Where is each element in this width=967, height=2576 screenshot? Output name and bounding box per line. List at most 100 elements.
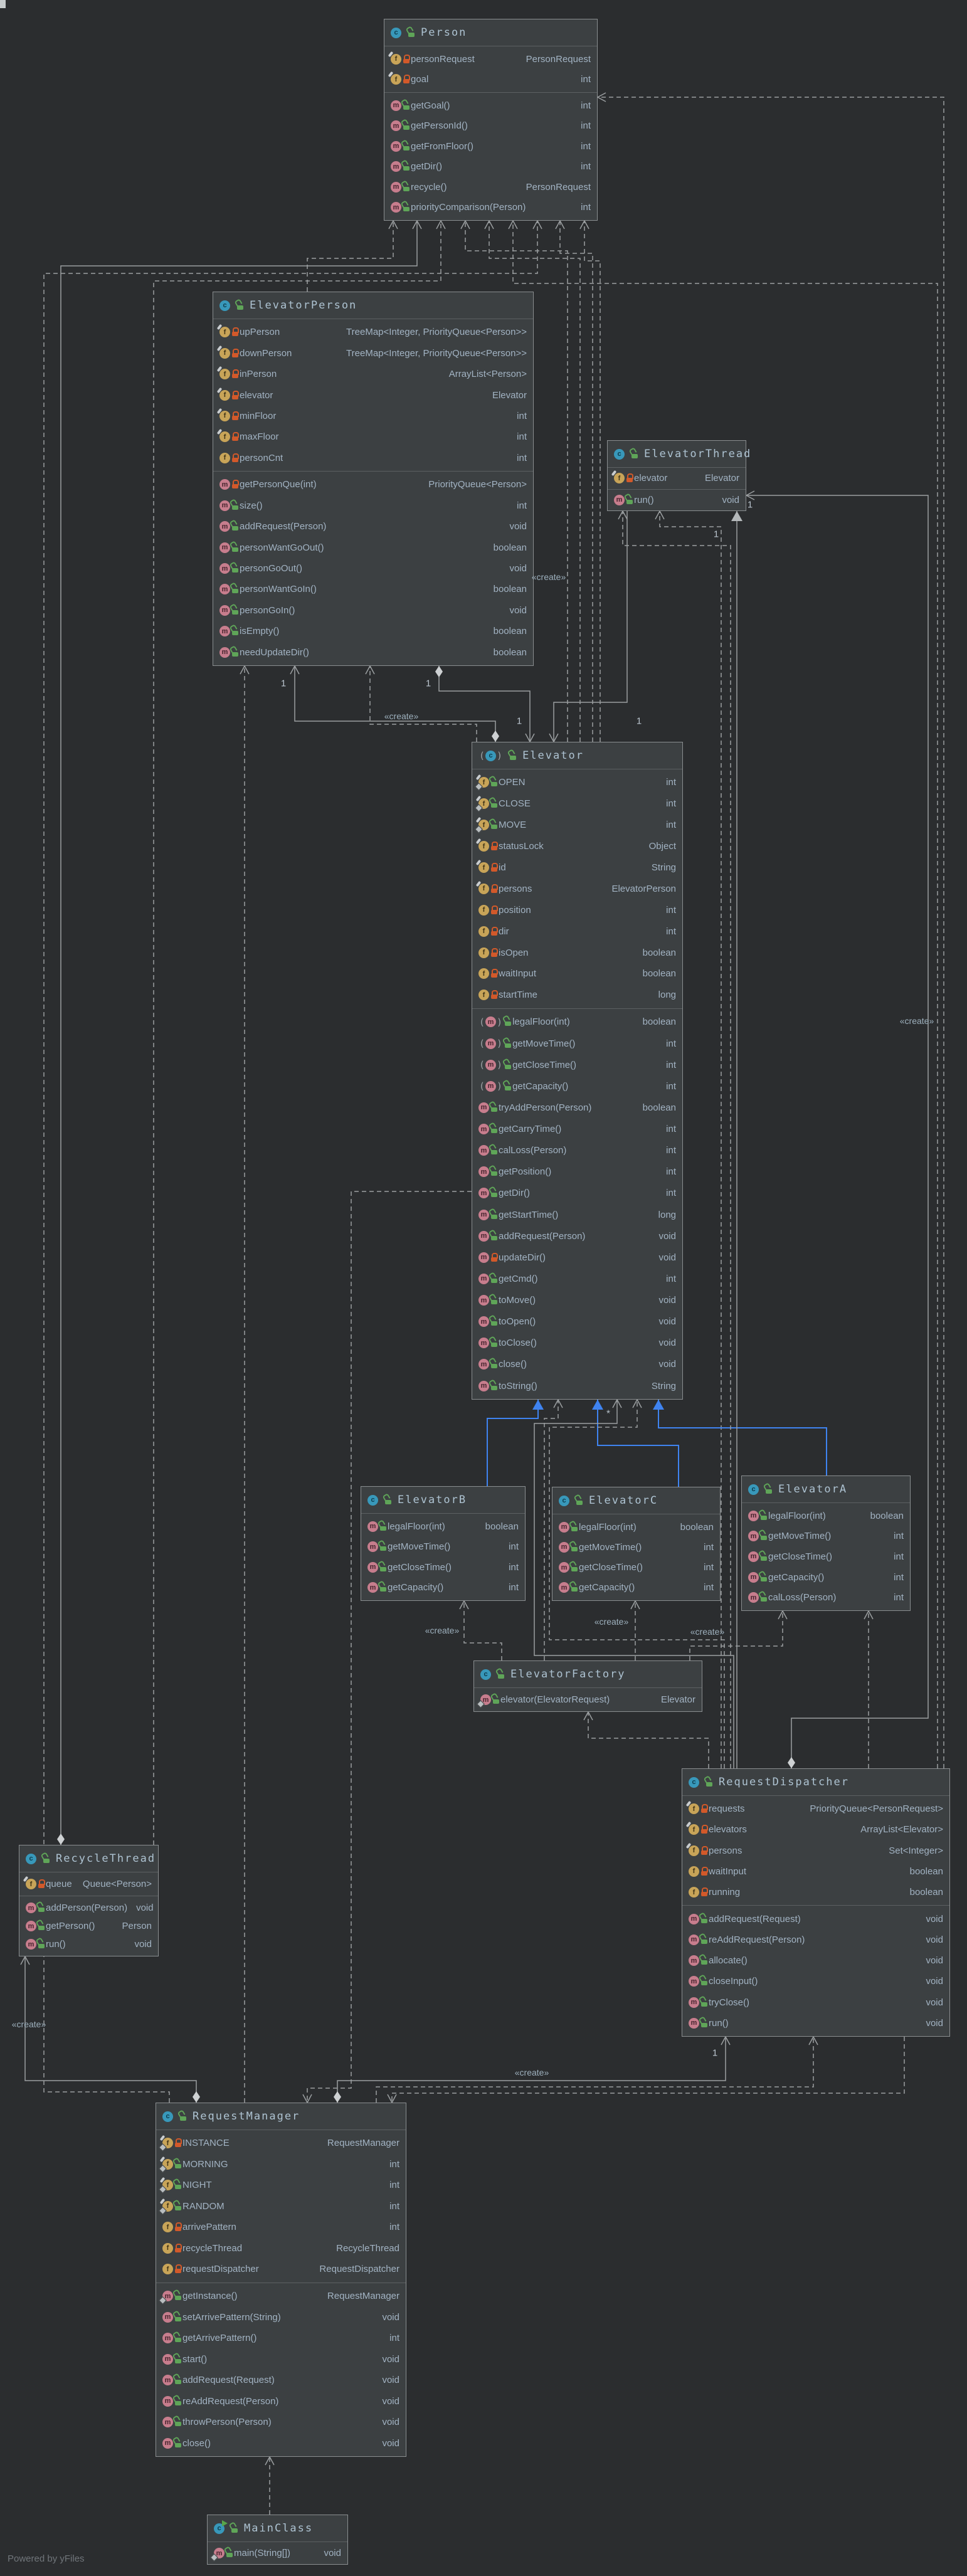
method-row-getCloseTime[interactable]: m getCloseTime() int (552, 1558, 720, 1578)
edge[interactable] (808, 2035, 818, 2045)
method-row-getMoveTime[interactable]: (m) getMoveTime() int (472, 1033, 682, 1054)
edge[interactable] (597, 1400, 679, 1487)
edge[interactable] (532, 1400, 544, 1410)
field-row-MORNING[interactable]: f MORNING int (156, 2154, 406, 2175)
method-row-run[interactable]: m run() void (608, 492, 746, 509)
edge[interactable] (632, 1398, 642, 1408)
edge[interactable] (307, 1191, 472, 2103)
edge[interactable] (412, 219, 422, 230)
field-row-id[interactable]: f id String (472, 857, 682, 879)
edge[interactable] (658, 1400, 827, 1475)
method-row-getMoveTime[interactable]: m getMoveTime() int (361, 1537, 525, 1558)
edge[interactable] (596, 92, 606, 102)
field-row-arrivePattern[interactable]: f arrivePattern int (156, 2217, 406, 2238)
field-row-requestDispatcher[interactable]: f requestDispatcher RequestDispatcher (156, 2259, 406, 2280)
method-row-getCmd[interactable]: m getCmd() int (472, 1268, 682, 1289)
method-row-calLossPerson[interactable]: m calLoss(Person) int (742, 1587, 910, 1608)
method-row-legalFloorint[interactable]: m legalFloor(int) boolean (742, 1506, 910, 1526)
class-node-ElevatorB[interactable]: c ElevatorB m legalFloor(int) boolean m getMov… (361, 1486, 526, 1601)
method-row-toString[interactable]: m toString() String (472, 1375, 682, 1396)
class-node-RecycleThread[interactable]: c RecycleThread f queue Queue<Person> m addPer… (19, 1845, 159, 1956)
field-row-queue[interactable]: f queue Queue<Person> (19, 1875, 158, 1893)
edge[interactable] (544, 1400, 559, 1660)
method-row-addRequestPerson[interactable]: m addRequest(Person) void (472, 1225, 682, 1247)
method-row-setArrivePatternString[interactable]: m setArrivePattern(String) void (156, 2306, 406, 2328)
method-row-closeInput[interactable]: m closeInput() void (682, 1971, 949, 1992)
method-row-size[interactable]: m size() int (213, 495, 533, 516)
field-row-OPEN[interactable]: f OPEN int (472, 772, 682, 793)
method-row-toMove[interactable]: m toMove() void (472, 1289, 682, 1311)
edge[interactable] (487, 1400, 539, 1486)
field-row-isOpen[interactable]: f isOpen boolean (472, 942, 682, 963)
method-row-updateDir[interactable]: m updateDir() void (472, 1247, 682, 1268)
field-row-statusLock[interactable]: f statusLock Object (472, 836, 682, 857)
method-row-getCapacity[interactable]: m getCapacity() int (361, 1578, 525, 1598)
edge[interactable] (622, 511, 731, 1768)
edge[interactable] (508, 219, 518, 230)
method-row-getPersonId[interactable]: m getPersonId() int (384, 116, 597, 137)
edge[interactable] (438, 666, 531, 742)
method-row-getGoal[interactable]: m getGoal() int (384, 95, 597, 116)
method-row-getInstance[interactable]: m getInstance() RequestManager (156, 2286, 406, 2307)
method-row-getPerson[interactable]: m getPerson() Person (19, 1917, 158, 1935)
edge[interactable] (549, 1400, 725, 1768)
field-row-waitInput[interactable]: f waitInput boolean (472, 963, 682, 984)
edge[interactable] (689, 1611, 783, 1660)
field-row-persons[interactable]: f persons Set<Integer> (682, 1840, 949, 1861)
method-row-recycle[interactable]: m recycle() PersonRequest (384, 177, 597, 198)
edge[interactable] (265, 2456, 275, 2466)
field-row-personCnt[interactable]: f personCnt int (213, 448, 533, 468)
edge[interactable] (153, 221, 441, 1845)
field-row-MOVE[interactable]: f MOVE int (472, 815, 682, 836)
method-row-addRequestRequest[interactable]: m addRequest(Request) void (682, 1908, 949, 1929)
edge[interactable] (630, 1600, 640, 1610)
edge[interactable] (365, 665, 375, 675)
method-row-toClose[interactable]: m toClose() void (472, 1333, 682, 1354)
edge[interactable] (746, 495, 929, 1768)
edge[interactable] (465, 221, 568, 742)
class-node-ElevatorThread[interactable]: c ElevatorThread f elevator Elevator m run() vo… (607, 440, 750, 511)
edge[interactable] (463, 1601, 502, 1660)
edge[interactable] (532, 219, 542, 230)
method-row-legalFloorint[interactable]: m legalFloor(int) boolean (361, 1516, 525, 1537)
method-row-mainString[interactable]: m main(String[]) void (208, 2545, 347, 2562)
edge[interactable] (553, 1398, 563, 1408)
method-row-legalFloorint[interactable]: (m) legalFloor(int) boolean (472, 1011, 682, 1033)
field-row-elevator[interactable]: f elevator Elevator (608, 470, 746, 487)
method-row-close[interactable]: m close() void (472, 1354, 682, 1375)
edge[interactable] (459, 1600, 469, 1610)
method-row-getCloseTime[interactable]: m getCloseTime() int (742, 1546, 910, 1567)
method-row-toOpen[interactable]: m toOpen() void (472, 1311, 682, 1333)
method-row-getStartTime[interactable]: m getStartTime() long (472, 1204, 682, 1225)
class-node-ElevatorA[interactable]: c ElevatorA m legalFloor(int) boolean m getMov… (741, 1475, 911, 1611)
method-row-getCapacity[interactable]: m getCapacity() int (552, 1578, 720, 1598)
edge[interactable] (579, 219, 589, 230)
edge[interactable] (60, 221, 418, 1845)
class-node-ElevatorC[interactable]: c ElevatorC m legalFloor(int) boolean m getMov… (552, 1487, 721, 1601)
edge[interactable] (489, 221, 581, 742)
method-row-getCapacity[interactable]: m getCapacity() int (742, 1567, 910, 1588)
method-row-elevatorElevatorRequest[interactable]: m elevator(ElevatorRequest) Elevator (474, 1691, 702, 1709)
field-row-RANDOM[interactable]: f RANDOM int (156, 2196, 406, 2217)
method-row-priorityComparisonPerson[interactable]: m priorityComparison(Person) int (384, 198, 597, 218)
class-node-ElevatorPerson[interactable]: c ElevatorPerson f upPerson TreeMap<Integer,… (213, 292, 534, 666)
edge[interactable] (290, 665, 300, 675)
method-row-run[interactable]: m run() void (19, 1935, 158, 1953)
method-row-addRequestRequest[interactable]: m addRequest(Request) void (156, 2370, 406, 2391)
method-row-getCloseTime[interactable]: m getCloseTime() int (361, 1557, 525, 1578)
method-row-tryAddPersonPerson[interactable]: m tryAddPerson(Person) boolean (472, 1097, 682, 1118)
class-node-MainClass[interactable]: c MainClass m main(String[]) void (207, 2515, 348, 2565)
class-node-RequestManager[interactable]: c RequestManager f INSTANCE RequestManager f M… (156, 2103, 406, 2457)
class-node-Person[interactable]: c Person f personRequest PersonRequest f goal i… (384, 19, 598, 221)
edge[interactable] (592, 1400, 603, 1410)
edge[interactable] (484, 219, 494, 230)
method-row-personGoIn[interactable]: m personGoIn() void (213, 600, 533, 621)
edge[interactable] (391, 2037, 905, 2103)
edge[interactable] (534, 1400, 734, 1768)
field-row-minFloor[interactable]: f minFloor int (213, 406, 533, 426)
method-row-legalFloorint[interactable]: m legalFloor(int) boolean (552, 1517, 720, 1537)
field-row-requests[interactable]: f requests PriorityQueue<PersonRequest> (682, 1798, 949, 1819)
edge[interactable] (369, 666, 477, 742)
method-row-addPersonPerson[interactable]: m addPerson(Person) void (19, 1899, 158, 1917)
